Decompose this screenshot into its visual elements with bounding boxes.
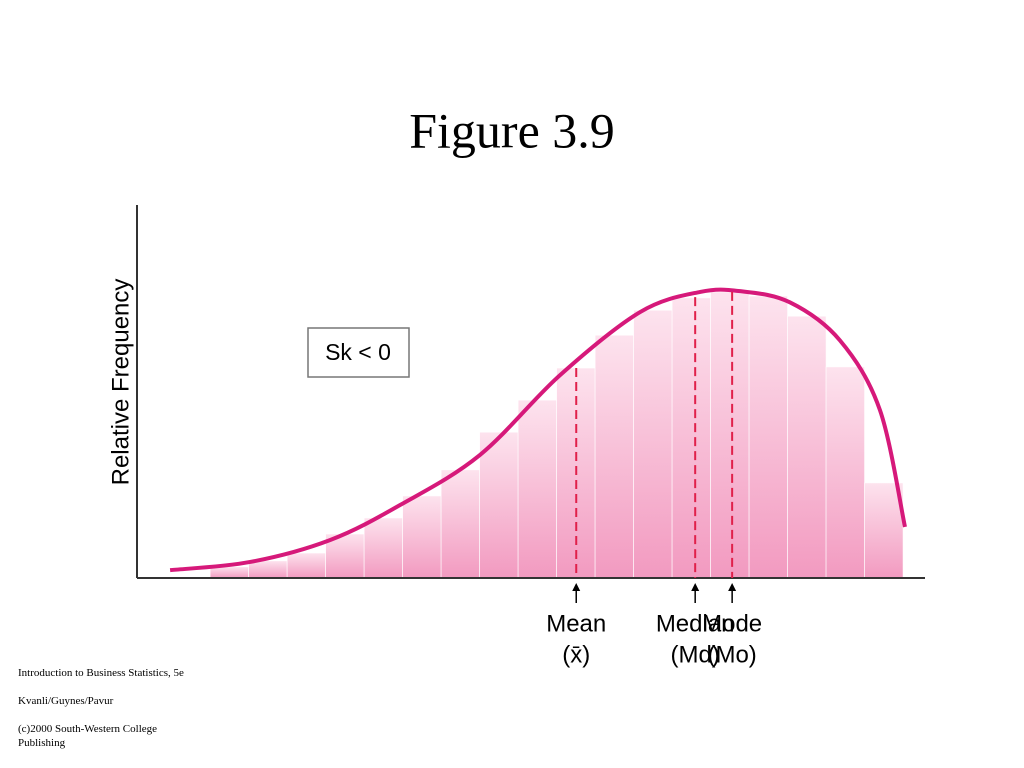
bar: [517, 399, 557, 579]
bar: [748, 295, 788, 579]
y-axis-label: Relative Frequency: [107, 279, 134, 486]
bar: [248, 560, 288, 579]
annotation-box: [307, 327, 410, 378]
bar: [440, 469, 480, 579]
bar: [286, 552, 326, 579]
marker-symbol: (x̄): [562, 641, 590, 668]
marker-label: Mode: [702, 610, 762, 637]
bar: [864, 482, 904, 579]
marker-label: Median: [656, 610, 735, 637]
bar: [594, 334, 634, 579]
chart-title: Figure 3.9: [409, 102, 615, 158]
bar: [825, 366, 865, 579]
footer-line: (c)2000 South-Western College Publishing: [18, 723, 158, 749]
bar: [209, 566, 249, 579]
marker-arrowhead: [691, 583, 700, 591]
marker-arrowhead: [572, 583, 581, 591]
bar: [671, 297, 711, 579]
bar: [402, 495, 442, 579]
footer-line: Introduction to Business Statistics, 5e: [18, 667, 184, 679]
bar: [479, 431, 519, 579]
bar: [710, 291, 750, 579]
bar: [633, 309, 673, 579]
footer-line: Kvanli/Guynes/Pavur: [18, 695, 114, 707]
density-curve: [169, 287, 907, 573]
marker-symbol: (Mo): [707, 641, 756, 668]
marker-label: Mean: [546, 610, 606, 637]
bar: [363, 517, 403, 579]
marker-arrowhead: [728, 583, 737, 591]
annotation: Sk < 0: [325, 339, 391, 365]
marker-symbol: (Md): [671, 641, 720, 668]
bar: [787, 315, 827, 579]
